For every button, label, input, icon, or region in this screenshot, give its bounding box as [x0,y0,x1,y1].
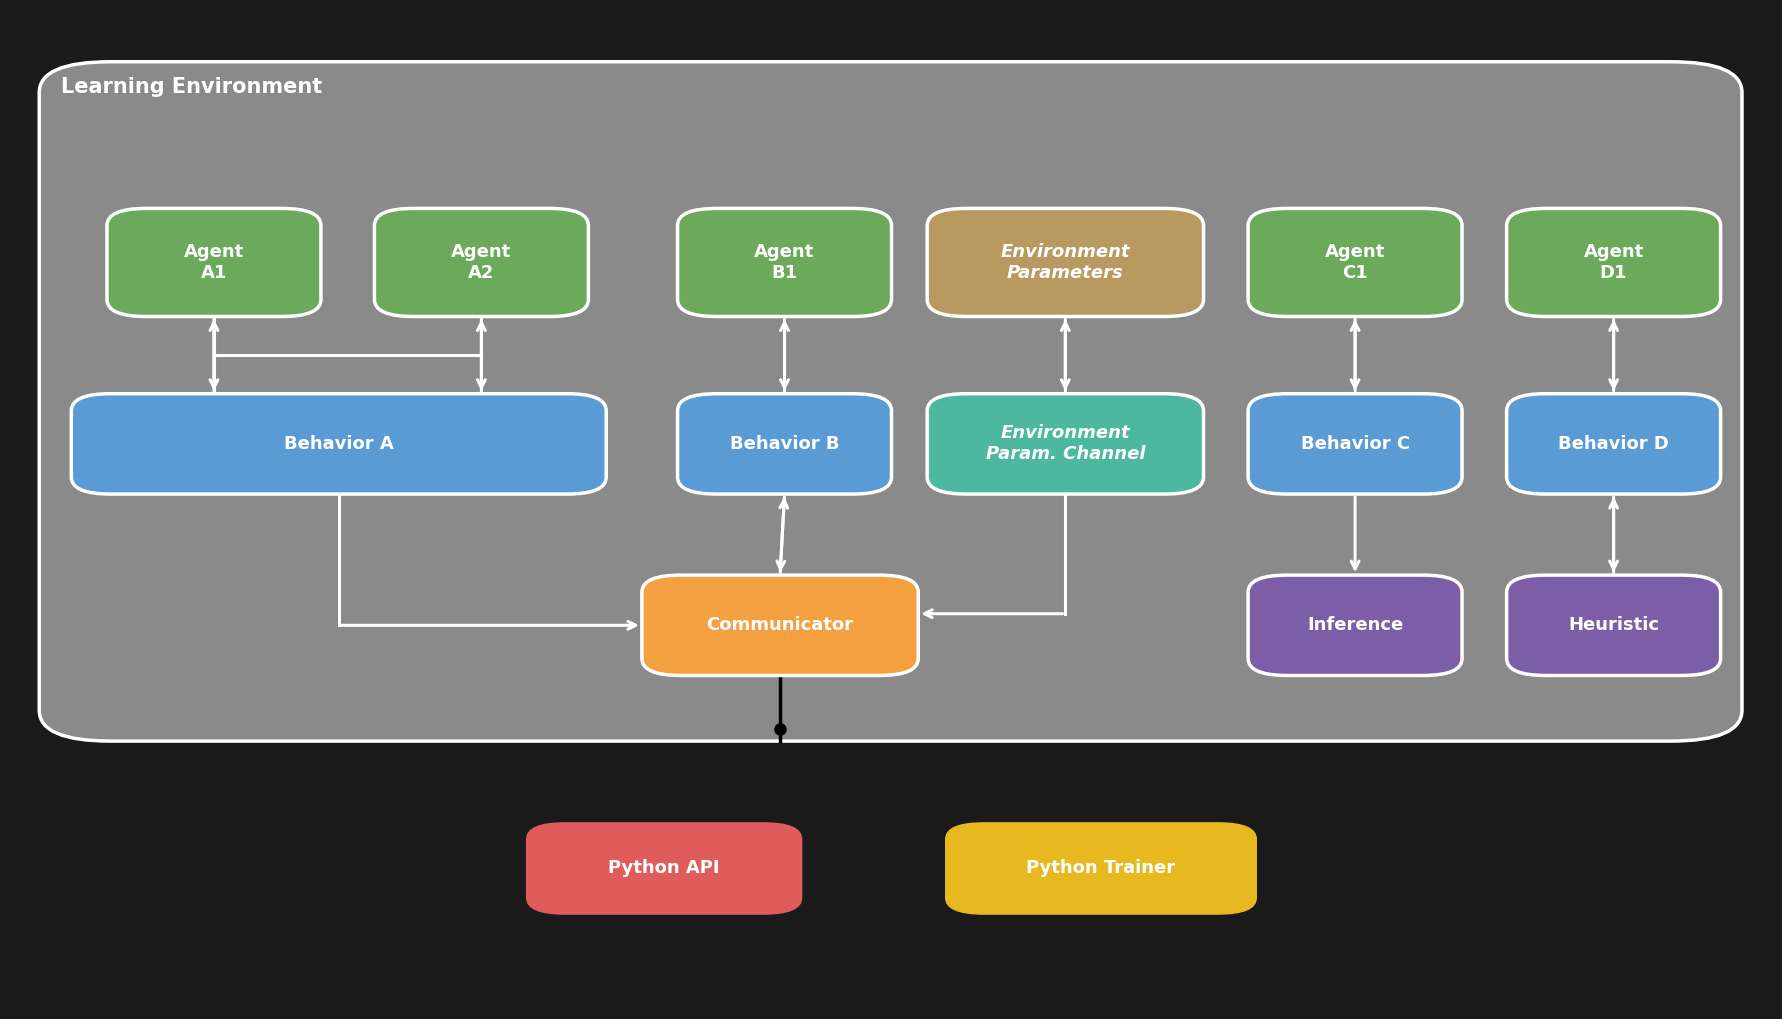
Text: Agent
B1: Agent B1 [754,244,814,282]
FancyBboxPatch shape [107,209,321,317]
FancyBboxPatch shape [944,822,1256,915]
FancyBboxPatch shape [374,209,588,317]
Text: Python Trainer: Python Trainer [1026,859,1174,877]
Text: Behavior B: Behavior B [729,435,839,452]
FancyBboxPatch shape [1506,575,1720,676]
FancyBboxPatch shape [677,209,891,317]
Text: Environment
Param. Channel: Environment Param. Channel [985,425,1144,464]
Text: Inference: Inference [1306,616,1402,634]
Text: Environment
Parameters: Environment Parameters [1000,244,1130,282]
Text: Communicator: Communicator [706,616,854,634]
Text: Agent
A2: Agent A2 [451,244,511,282]
FancyBboxPatch shape [39,62,1741,741]
FancyBboxPatch shape [1247,575,1461,676]
FancyBboxPatch shape [927,209,1203,317]
FancyBboxPatch shape [1506,209,1720,317]
FancyBboxPatch shape [526,822,802,915]
Text: Behavior C: Behavior C [1299,435,1410,452]
Text: Learning Environment: Learning Environment [61,77,323,97]
Text: Python API: Python API [608,859,720,877]
FancyBboxPatch shape [642,575,918,676]
Text: Agent
A1: Agent A1 [184,244,244,282]
FancyBboxPatch shape [1506,393,1720,494]
Text: Agent
C1: Agent C1 [1324,244,1385,282]
Text: Agent
D1: Agent D1 [1582,244,1643,282]
FancyBboxPatch shape [1247,393,1461,494]
FancyBboxPatch shape [1247,209,1461,317]
FancyBboxPatch shape [677,393,891,494]
Text: Behavior A: Behavior A [283,435,394,452]
FancyBboxPatch shape [71,393,606,494]
FancyBboxPatch shape [927,393,1203,494]
Text: Heuristic: Heuristic [1566,616,1659,634]
Text: Behavior D: Behavior D [1557,435,1668,452]
